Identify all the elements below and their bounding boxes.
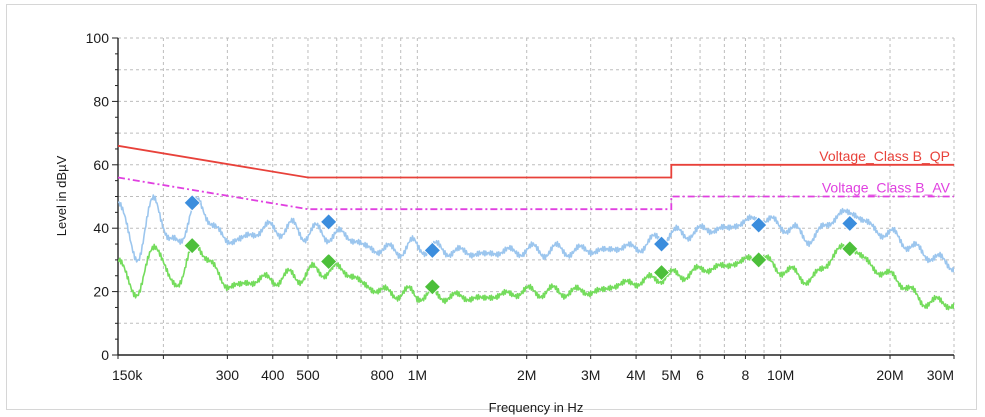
limit-line xyxy=(117,176,954,211)
qp-marker xyxy=(320,213,338,231)
trace-line xyxy=(118,194,954,273)
x-tick-label: 8 xyxy=(742,367,750,383)
limit-label: Voltage_Class B_AV xyxy=(822,180,951,196)
av-marker xyxy=(652,264,671,282)
x-tick-label: 1M xyxy=(408,367,427,383)
x-tick-label: 5M xyxy=(662,367,681,383)
axes xyxy=(112,37,955,359)
y-tick-label: 80 xyxy=(93,93,109,109)
limit-label: Voltage_Class B_QP xyxy=(819,148,950,164)
x-tick-label: 800 xyxy=(370,367,394,383)
y-axis-title: Level in dBµV xyxy=(54,155,69,236)
y-tick-label: 40 xyxy=(93,220,109,236)
chart-frame xyxy=(6,4,977,410)
x-tick-label: 10M xyxy=(767,367,794,383)
qp-marker xyxy=(652,235,671,253)
trace-line xyxy=(118,240,954,311)
av-marker xyxy=(841,240,859,258)
measurement-traces xyxy=(118,194,954,311)
y-tick-label: 100 xyxy=(86,30,110,46)
x-tick-label: 500 xyxy=(296,367,320,383)
av-marker xyxy=(320,252,338,271)
x-tick-label: 300 xyxy=(216,367,240,383)
x-tick-label: 3M xyxy=(581,367,600,383)
x-tick-label: 30M xyxy=(927,367,954,383)
peak-markers xyxy=(183,194,859,296)
x-axis-title: Frequency in Hz xyxy=(489,400,584,415)
av-marker xyxy=(183,237,201,255)
x-tick-label: 400 xyxy=(261,367,285,383)
x-tick-label: 6 xyxy=(696,367,704,383)
x-tick-label: 150k xyxy=(112,367,143,383)
limit-line xyxy=(117,144,954,179)
labels: 0 20 40 60 80 100 150k 300 400 500 800 1M 2M 3M 4M 5M 6 8… xyxy=(86,30,954,383)
qp-marker xyxy=(841,214,859,233)
x-tick-label: 20M xyxy=(876,367,903,383)
av-marker xyxy=(750,251,768,269)
y-tick-label: 0 xyxy=(101,347,109,363)
grid xyxy=(118,37,955,355)
x-tick-label: 4M xyxy=(626,367,645,383)
y-tick-label: 60 xyxy=(93,157,109,173)
qp-marker xyxy=(423,241,441,259)
qp-marker xyxy=(750,216,768,234)
y-tick-label: 20 xyxy=(93,284,109,300)
av-marker xyxy=(423,278,441,296)
limit-lines xyxy=(117,144,954,211)
qp-marker xyxy=(183,194,201,212)
x-tick-label: 2M xyxy=(517,367,536,383)
